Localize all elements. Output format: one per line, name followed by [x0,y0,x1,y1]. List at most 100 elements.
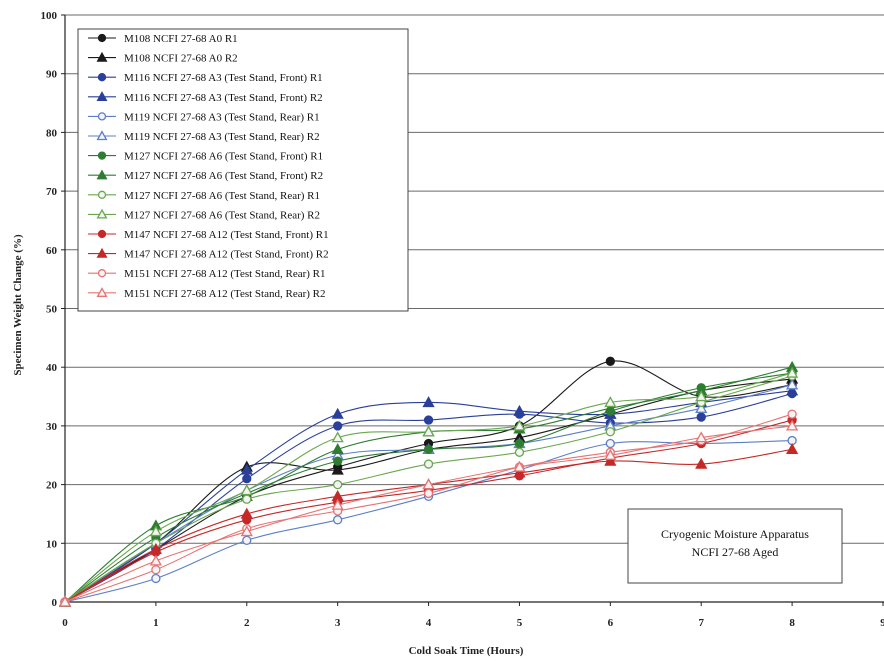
data-point [423,459,434,469]
data-point [514,447,525,457]
data-point [423,444,434,455]
y-tick-label: 0 [52,597,58,609]
series-line [64,390,793,603]
legend-marker [97,151,107,160]
legend-item: M108 NCFI 27-68 A0 R2 [88,51,238,65]
legend-marker [97,33,107,43]
data-point [786,384,799,396]
data-point [240,507,253,519]
legend-marker [96,51,108,62]
data-point [151,565,161,575]
x-axis-title: Cold Soak Time (Hours) [409,645,524,657]
legend-label: M151 NCFI 27-68 A12 (Test Stand, Rear) R… [124,288,326,300]
data-point [513,404,526,416]
data-point [58,595,72,607]
data-point [787,409,797,419]
y-tick-label: 70 [46,186,58,198]
legend-label: M108 NCFI 27-68 A0 R2 [124,53,238,65]
x-tick-label: 4 [426,617,432,629]
data-point [604,448,617,460]
legend-label: M127 NCFI 27-68 A6 (Test Stand, Front) R… [124,170,323,182]
legend-box [77,28,409,312]
legend-item: M119 NCFI 27-68 A3 (Test Stand, Rear) R1 [88,111,320,123]
legend-item: M127 NCFI 27-68 A6 (Test Stand, Front) R… [88,169,323,182]
data-point [695,431,708,443]
legend-item: M127 NCFI 27-68 A6 (Test Stand, Front) R… [88,151,323,163]
legend-marker [97,190,107,199]
legend-item: M127 NCFI 27-68 A6 (Test Stand, Rear) R2 [88,208,320,221]
y-tick-label: 50 [46,304,58,316]
y-tick-label: 80 [46,127,58,139]
data-point [422,425,435,437]
annotation-frame [627,508,843,584]
data-point [695,390,708,402]
data-point [331,443,344,455]
data-point [149,554,162,566]
data-point [423,415,434,425]
legend-marker [96,91,108,101]
legend-label: M127 NCFI 27-68 A6 (Test Stand, Front) R… [124,151,323,163]
x-tick-label: 1 [153,617,159,629]
data-point [604,396,617,408]
legend-label: M147 NCFI 27-68 A12 (Test Stand, Front) … [124,249,329,261]
data-point [605,356,615,366]
annotation-line-2: NCFI 27-68 Aged [692,545,779,559]
legend-marker [97,269,107,278]
legend-item: M151 NCFI 27-68 A12 (Test Stand, Rear) R… [88,287,326,300]
data-point [149,542,162,554]
y-tick-label: 30 [46,421,58,433]
data-point [422,396,435,408]
legend-label: M127 NCFI 27-68 A6 (Test Stand, Rear) R2 [124,209,320,221]
data-point [696,412,706,422]
y-tick-labels: 0 10 20 30 40 50 60 70 80 90 100 [41,10,58,609]
data-point [240,463,253,475]
y-tick-label: 100 [41,10,58,22]
legend-label: M116 NCFI 27-68 A3 (Test Stand, Front) R… [124,72,323,84]
data-point [333,456,343,466]
data-point [333,479,343,490]
y-tick-label: 10 [46,538,58,550]
legend-marker [96,208,108,219]
legend-label: M127 NCFI 27-68 A6 (Test Stand, Rear) R1 [124,190,320,202]
y-axis-title: Specimen Weight Change (%) [12,234,24,376]
data-point [514,438,525,449]
series-line [64,372,793,603]
legend-label: M108 NCFI 27-68 A0 R1 [124,33,238,45]
data-point [333,515,343,525]
data-point [604,401,617,413]
legend-item: M127 NCFI 27-68 A6 (Test Stand, Rear) R1 [88,190,320,202]
legend-item: M119 NCFI 27-68 A3 (Test Stand, Rear) R2 [88,130,320,143]
data-point [331,498,344,510]
y-tick-label: 60 [46,245,58,257]
legend-item: M147 NCFI 27-68 A12 (Test Stand, Front) … [88,229,329,241]
data-point [240,484,253,496]
x-tick-label: 8 [789,617,795,629]
data-point [786,443,799,455]
data-point [242,535,252,546]
x-tick-label: 7 [698,617,704,629]
legend-marker [96,247,108,258]
data-point [151,573,161,584]
x-tick-label: 9 [880,617,884,629]
y-tick-label: 20 [46,480,58,492]
data-point [513,460,526,472]
data-point [605,438,615,449]
legend-marker [96,169,108,180]
legend-marker [96,130,108,141]
data-point [695,457,708,469]
legend-marker [97,112,107,121]
data-point [786,419,799,431]
legend-item: M108 NCFI 27-68 A0 R1 [88,33,238,45]
legend-marker [97,229,107,239]
legend-marker [96,287,108,297]
data-point [423,488,434,499]
data-point [242,494,252,504]
legend-item: M116 NCFI 27-68 A3 (Test Stand, Front) R… [88,72,323,84]
data-point [786,378,799,390]
data-point [242,474,252,484]
x-tick-label: 3 [335,617,341,629]
legend-label: M151 NCFI 27-68 A12 (Test Stand, Rear) R… [124,268,326,280]
legend-label: M116 NCFI 27-68 A3 (Test Stand, Front) R… [124,92,323,104]
legend-label: M147 NCFI 27-68 A12 (Test Stand, Front) … [124,229,329,241]
